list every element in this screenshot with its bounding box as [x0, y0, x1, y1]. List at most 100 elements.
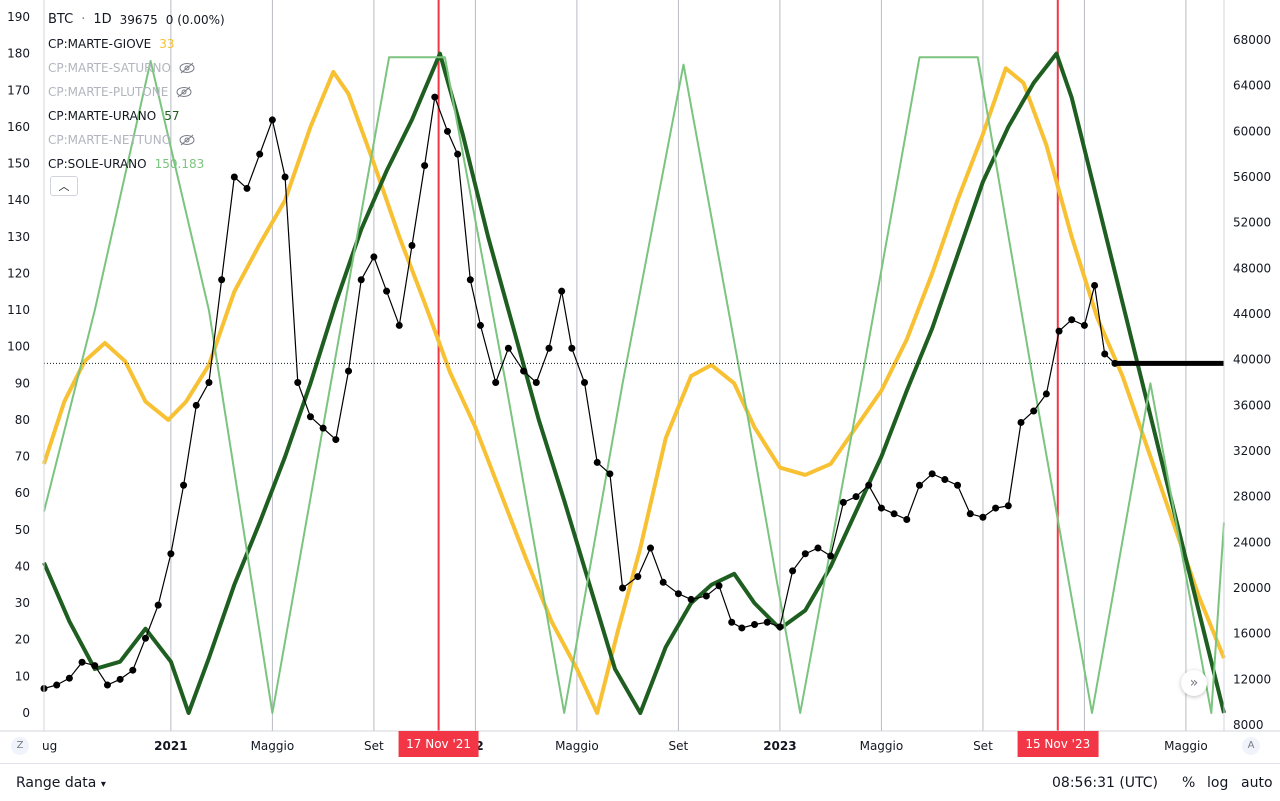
price-point [129, 666, 137, 674]
chart-grid [170, 0, 1187, 731]
price-point [702, 592, 710, 600]
right-axis-tick-label: 68000 [1233, 33, 1271, 47]
price-point [1055, 327, 1063, 335]
price-point [606, 470, 614, 478]
price-point [357, 276, 365, 284]
right-axis-tick-label: 36000 [1233, 398, 1271, 412]
left-axis-tick-label: 50 [15, 523, 30, 537]
left-axis-tick-label: 160 [7, 120, 30, 134]
price-series [40, 93, 1224, 692]
price-point [492, 379, 500, 386]
left-axis-tick-label: 100 [7, 340, 30, 354]
price-point [634, 573, 642, 581]
price-point [659, 578, 667, 586]
symbol-label[interactable]: BTC [48, 12, 74, 27]
zoom-reset-button[interactable]: Z [11, 737, 29, 755]
scroll-to-realtime-button[interactable]: » [1181, 670, 1207, 696]
left-axis-tick-label: 80 [15, 413, 30, 427]
price-point [738, 624, 746, 632]
right-axis-tick-label: 12000 [1233, 672, 1271, 686]
price-point [545, 344, 553, 352]
auto-scale-button[interactable]: A [1242, 737, 1260, 755]
indicator-name: CP:MARTE-GIOVE [48, 37, 152, 51]
eye-hidden-icon[interactable] [179, 62, 195, 74]
price-point [1101, 350, 1109, 358]
indicator-row[interactable]: CP:MARTE-SATURNO [48, 56, 225, 80]
eye-hidden-icon[interactable] [176, 86, 192, 98]
price-point [619, 584, 627, 592]
left-axis-tick-label: 0 [22, 706, 30, 720]
indicator-name: CP:SOLE-URANO [48, 157, 147, 171]
indicator-name: CP:MARTE-URANO [48, 109, 157, 123]
indicator-value: 57 [164, 109, 180, 123]
price-point [814, 544, 822, 552]
chart-area[interactable]: 0 10 20 30 40 50 60 70 80 90 100 110 120 130 140 150 160… [0, 0, 1280, 763]
clock-label[interactable]: 08:56:31 (UTC) [1052, 774, 1159, 791]
price-point [646, 544, 654, 552]
price-point [1030, 407, 1038, 415]
auto-toggle[interactable]: auto [1241, 774, 1273, 791]
left-axis-tick-label: 170 [7, 83, 30, 97]
date-range-button[interactable]: Range data ▾ [16, 774, 106, 791]
x-axis-tick-label: Maggio [555, 739, 599, 753]
right-axis-tick-label: 56000 [1233, 170, 1271, 184]
price-point [827, 552, 835, 560]
x-axis-tick-label: Maggio [860, 739, 904, 753]
left-axis-tick-label: 120 [7, 266, 30, 280]
indicator-name: CP:MARTE-NETTUNO [48, 133, 172, 147]
price-point [966, 510, 974, 518]
indicator-row[interactable]: CP:MARTE-GIOVE 33 [48, 32, 225, 56]
price-point [408, 242, 416, 249]
price-point [715, 582, 723, 590]
x-axis-tick-label: Maggio [1164, 739, 1208, 753]
price-point [243, 184, 251, 192]
symbol-row: BTC · 1D 39675 0 (0.00%) [48, 8, 225, 32]
price-point [431, 93, 439, 101]
percent-toggle[interactable]: % [1182, 774, 1196, 791]
series-line [42, 51, 1226, 715]
x-axis-tick-label: Set [669, 739, 689, 753]
price-point [915, 481, 923, 489]
eye-hidden-icon[interactable] [179, 134, 195, 146]
price-point [593, 458, 601, 466]
change-label: 0 (0.00%) [165, 13, 225, 27]
series-line [43, 56, 1225, 714]
log-toggle[interactable]: log [1207, 774, 1229, 791]
left-axis-tick-label: 180 [7, 47, 30, 61]
indicator-row[interactable]: CP:MARTE-URANO 57 [48, 104, 225, 128]
x-axis-tick-label: Set [364, 739, 384, 753]
indicator-row[interactable]: CP:MARTE-NETTUNO [48, 128, 225, 152]
price-point [928, 470, 936, 478]
indicator-row[interactable]: CP:MARTE-PLUTONE [48, 80, 225, 104]
right-axis-tick-label: 40000 [1233, 353, 1271, 367]
price-point [941, 476, 949, 484]
price-point [294, 379, 302, 386]
left-axis-tick-label: 60 [15, 486, 30, 500]
right-axis-tick-label: 28000 [1233, 490, 1271, 504]
price-point [789, 567, 797, 575]
right-axis-tick-label: 32000 [1233, 444, 1271, 458]
price-point [256, 150, 264, 158]
price-point [383, 287, 391, 295]
interval-label[interactable]: 1D [93, 12, 112, 27]
collapse-legend-button[interactable]: ︿ [50, 176, 78, 196]
indicator-row[interactable]: CP:SOLE-URANO 150.183 [48, 152, 225, 176]
price-point [852, 493, 860, 501]
series-line [42, 66, 1226, 715]
price-point [903, 516, 911, 523]
chevron-up-icon: ︿ [58, 180, 70, 193]
bottom-toolbar: Range data ▾ 08:56:31 (UTC) % log auto [0, 763, 1280, 801]
price-point [728, 618, 736, 626]
price-point [395, 321, 403, 329]
chevron-down-icon: ▾ [100, 778, 106, 790]
price-point [154, 601, 162, 609]
indicator-value: 150.183 [154, 157, 205, 171]
price-point [520, 367, 528, 375]
price-point [306, 413, 314, 421]
left-axis-tick-label: 140 [7, 193, 30, 207]
price-point [454, 150, 462, 158]
price-point [763, 618, 771, 626]
double-chevron-right-icon: » [1189, 675, 1199, 691]
price-point [103, 681, 111, 689]
price-point [1091, 281, 1099, 289]
